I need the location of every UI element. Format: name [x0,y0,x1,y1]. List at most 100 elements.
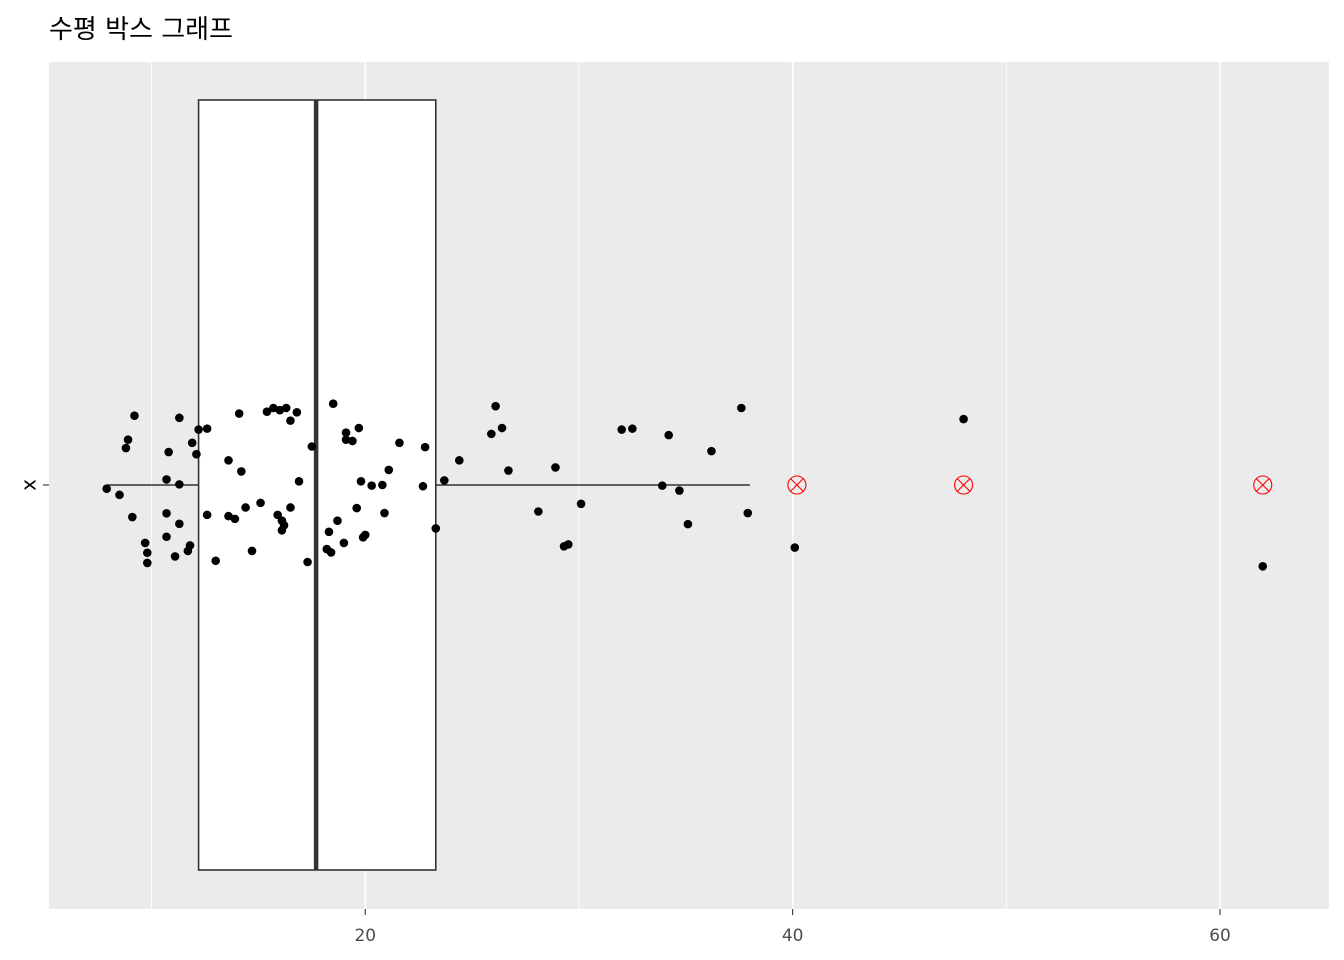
data-point [230,514,240,524]
data-point [576,499,586,509]
data-point [341,428,351,437]
data-point [164,447,173,457]
data-point [170,552,180,561]
data-point [657,481,667,490]
x-tick-label: 60 [1209,926,1231,946]
data-point [454,456,464,465]
data-point [294,477,304,486]
data-point [281,403,291,413]
data-point [185,541,195,550]
data-point [102,484,111,493]
data-point [328,399,338,408]
data-point [352,503,362,513]
data-point [175,480,184,489]
data-point [491,401,500,411]
data-point [142,558,152,568]
data-point [162,475,171,484]
data-point [115,490,124,500]
data-point [440,476,449,485]
data-point [675,486,684,495]
data-point [348,436,357,446]
x-axis-ticks: 20 40 60 [43,484,1231,946]
data-point [121,443,131,453]
data-point [175,519,184,529]
data-point [162,532,171,542]
data-point [339,538,349,548]
data-point [326,548,336,557]
data-point [162,509,171,518]
data-point [307,442,317,451]
data-point [140,538,150,548]
data-point [224,511,233,521]
data-point [175,413,184,423]
data-point [237,467,246,476]
outlier-marker [787,475,807,495]
data-point [130,411,139,421]
data-point [123,435,133,445]
data-point [292,408,302,417]
chart-title: 수평 박스 그래프 [49,15,233,45]
data-point [241,503,250,512]
data-point [187,438,197,448]
data-point [247,546,257,556]
data-point [1258,562,1268,571]
data-point [142,548,152,558]
data-point [262,407,272,416]
data-point [367,481,376,490]
data-point [211,556,220,566]
outlier-cross [790,478,804,492]
outlier-circle [787,475,807,495]
data-point [395,438,404,448]
outlier-cross [956,478,971,492]
data-point [504,466,513,475]
data-point [959,414,968,424]
data-point [563,540,573,549]
outlier-circle [954,475,974,495]
data-point [279,521,289,530]
outlier-markers [787,475,1273,495]
data-point [487,429,496,439]
data-point [303,557,312,567]
data-point [628,424,637,433]
data-point [384,465,394,475]
data-point [333,516,342,526]
outlier-marker [1253,475,1273,495]
data-point [683,519,693,529]
data-point [286,503,295,512]
data-point [380,508,389,518]
data-point [431,524,441,533]
data-point [551,463,560,472]
data-point [743,508,753,518]
data-point [354,423,364,433]
outlier-circle [1253,475,1273,495]
x-tick-label: 40 [782,926,804,946]
data-point [234,409,244,418]
data-point [737,403,746,413]
data-point [128,512,137,522]
data-point [202,510,212,520]
data-point [790,543,800,552]
data-point [378,480,387,490]
data-point [224,456,233,465]
y-axis-title: x [17,479,41,491]
data-point [420,442,430,452]
outlier-marker [954,475,974,495]
data-point [256,498,265,508]
data-point [497,423,507,433]
data-point [324,527,334,537]
jitter-points [102,399,1268,571]
data-point [356,477,366,486]
data-point [341,435,351,445]
outlier-cross [1256,478,1270,492]
box-plot [106,99,750,871]
data-point [617,425,626,434]
data-point [202,424,212,433]
data-point [664,430,673,440]
data-point [360,530,370,540]
data-point [286,416,295,425]
data-point [194,425,203,434]
data-point [707,446,716,456]
data-point [534,507,543,516]
data-point [418,481,428,491]
